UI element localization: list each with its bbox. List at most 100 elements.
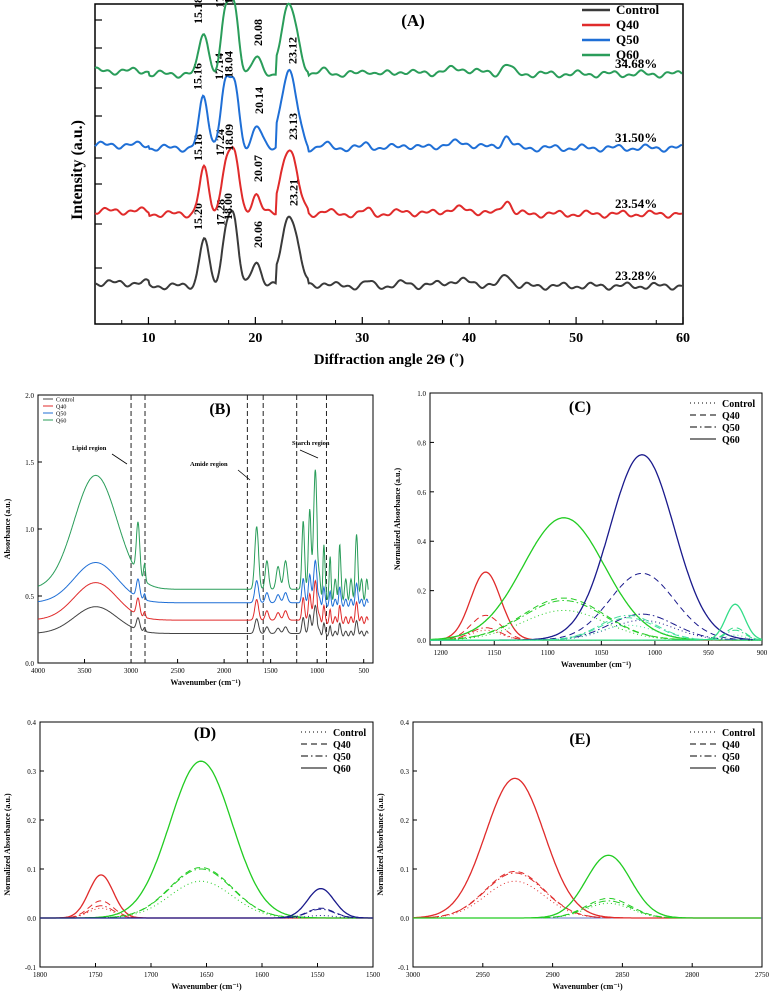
y-axis-label: Normalized Absorbance (a.u.) — [376, 793, 385, 896]
x-tick-label: 1750 — [89, 971, 104, 979]
panel-b-frame — [37, 394, 374, 664]
x-tick-label: 3500 — [78, 667, 93, 675]
x-tick-label: 3000 — [124, 667, 139, 675]
legend-label-Q40: Q40 — [722, 740, 740, 751]
x-tick-label: 1600 — [255, 971, 270, 979]
crystallinity-label: 23.54% — [615, 196, 657, 211]
component-curve-2-Q60 — [40, 887, 373, 919]
peak-label: 15.20 — [191, 203, 205, 230]
y-tick-label: 2.0 — [25, 392, 34, 400]
component-curve-3-Q50 — [430, 614, 762, 641]
component-curve-1-Q60 — [430, 517, 762, 641]
panel-d: 1800 1750 1700 1650 1600 1550 1500 -0.1 0.0 0.1 0.… — [3, 719, 381, 991]
component-curve-2-Q50 — [40, 908, 373, 919]
component-curve-1-Q60 — [413, 854, 761, 919]
legend-label-Q50: Q50 — [722, 423, 740, 434]
x-tick-label: 1150 — [487, 649, 501, 657]
x-tick-label: 1000 — [648, 649, 663, 657]
legend-label-Q60: Q60 — [56, 419, 66, 425]
x-tick-label: 2900 — [546, 971, 561, 979]
peak-label: 18.00 — [221, 193, 235, 220]
panel-title: (D) — [194, 725, 216, 742]
annotation-amide: Amide region — [190, 461, 228, 468]
component-curve-1-Control — [40, 880, 373, 919]
legend-label-Control: Control — [722, 399, 755, 410]
x-tick-label: 40 — [462, 331, 476, 346]
panel-e: 3000 2950 2900 2850 2800 2750 -0.1 0.0 0.1 0.2 0.3… — [376, 719, 770, 991]
component-curve-2-Q50 — [430, 613, 762, 641]
x-tick-label: 950 — [703, 649, 714, 657]
series-line-Q40 — [38, 579, 369, 625]
panel-title: (C) — [569, 399, 591, 416]
y-tick-label: 0.0 — [417, 637, 426, 645]
panel-c: 1200 1150 1100 1050 1000 950 900 0.0 0.2 0.4 0.6 0.… — [393, 390, 768, 669]
annotation-starch: Starch region — [292, 440, 330, 447]
annotation-lipid: Lipid region — [72, 445, 107, 452]
legend-label-Q50: Q50 — [616, 32, 639, 47]
x-tick-label: 2500 — [171, 667, 186, 675]
y-tick-label: 0.0 — [25, 660, 34, 668]
panel-b-title: (B) — [209, 401, 230, 418]
component-curve-0-Q60 — [412, 777, 761, 919]
legend-label-Q40: Q40 — [722, 411, 740, 422]
y-tick-label: 0.1 — [400, 866, 409, 874]
x-tick-label: 1100 — [541, 649, 555, 657]
component-curve-2-Q40 — [40, 907, 373, 919]
y-tick-label: 0.2 — [27, 817, 36, 825]
legend-label-Q40: Q40 — [616, 17, 639, 32]
annotation-arrow — [299, 449, 319, 459]
legend-label-Q60: Q60 — [722, 764, 740, 775]
legend-label-Control: Control — [616, 2, 659, 17]
peak-label: 18.09 — [222, 124, 236, 151]
x-tick-label: 1550 — [311, 971, 326, 979]
x-axis-label: Wavenumber (cm⁻¹) — [171, 982, 242, 991]
x-tick-label: 1050 — [594, 649, 609, 657]
y-tick-label: 0.2 — [400, 817, 409, 825]
x-tick-label: 2000 — [217, 667, 232, 675]
legend-label-Q50: Q50 — [56, 412, 66, 418]
y-axis-label: Absorbance (a.u.) — [3, 498, 12, 559]
x-tick-label: 20 — [248, 331, 262, 346]
series-line-Control — [94, 209, 683, 291]
y-axis-label: Normalized Absorbance (a.u.) — [393, 468, 402, 571]
legend-label-Control: Control — [56, 398, 75, 404]
component-curve-2-Q40 — [430, 572, 762, 641]
panel-b: 4000 3500 3000 2500 2000 1500 1000 500 0.0 0.5 1.0… — [3, 392, 374, 687]
y-tick-label: 0.3 — [400, 768, 409, 776]
x-tick-label: 1700 — [144, 971, 159, 979]
x-tick-label: 500 — [358, 667, 369, 675]
component-curve-1-Q50 — [40, 868, 373, 919]
x-tick-label: 3000 — [406, 971, 421, 979]
x-tick-label: 2750 — [755, 971, 770, 979]
y-tick-label: 0.0 — [27, 915, 36, 923]
component-curve-3-Q40 — [430, 617, 762, 641]
panel-frame — [39, 721, 374, 968]
peak-label: 15.16 — [191, 63, 205, 90]
annotation-arrow — [237, 469, 251, 481]
y-tick-label: 0.4 — [417, 538, 426, 546]
x-tick-label: 900 — [757, 649, 768, 657]
y-tick-label: 0.2 — [417, 588, 426, 596]
panel-frame — [429, 392, 763, 646]
x-tick-label: 1650 — [200, 971, 215, 979]
crystallinity-label: 31.50% — [615, 130, 657, 145]
peak-label: 20.08 — [251, 19, 265, 46]
component-curve-4-Q60 — [430, 603, 763, 641]
legend-label-Q60: Q60 — [616, 47, 639, 62]
x-tick-label: 1500 — [264, 667, 279, 675]
panel-title: (E) — [569, 731, 590, 748]
crystallinity-label: 34.68% — [615, 56, 657, 71]
component-curve-2-Q60 — [430, 454, 762, 641]
crystallinity-label: 23.28% — [615, 268, 657, 283]
peak-label: 20.07 — [251, 155, 265, 182]
peak-label: 18.04 — [221, 51, 235, 78]
y-tick-label: 0.6 — [417, 489, 426, 497]
y-tick-label: 0.4 — [27, 719, 36, 727]
x-tick-label: 50 — [569, 331, 583, 346]
legend-label-Q60: Q60 — [333, 764, 351, 775]
peak-label: 23.13 — [286, 113, 300, 140]
legend-label-Control: Control — [333, 728, 366, 739]
peak-label: 20.14 — [252, 87, 266, 114]
peak-label: 18.05 — [222, 0, 236, 4]
